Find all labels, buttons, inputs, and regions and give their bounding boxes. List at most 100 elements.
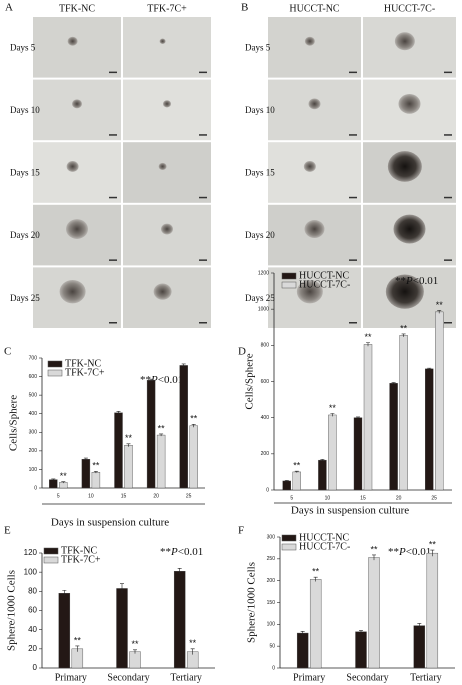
scale-bar bbox=[444, 134, 452, 136]
error-bar bbox=[133, 649, 137, 654]
significance-label: ** bbox=[429, 539, 437, 549]
sphere bbox=[385, 274, 424, 309]
row-label: Days 10 bbox=[10, 105, 40, 115]
sphere bbox=[304, 36, 315, 46]
bar bbox=[389, 383, 398, 491]
x-tick-label: 20 bbox=[153, 493, 159, 499]
bar bbox=[156, 434, 166, 489]
error-bar bbox=[417, 623, 422, 628]
row-label: Days 25 bbox=[245, 293, 275, 303]
micrograph bbox=[33, 142, 121, 203]
y-tick-label: 300 bbox=[29, 430, 38, 436]
significance-label: ** bbox=[189, 638, 197, 648]
y-axis-label: Cells/Sphere bbox=[244, 353, 256, 409]
scale-bar bbox=[199, 196, 207, 199]
column-header: TFK-7C+ bbox=[147, 3, 187, 14]
legend-swatch bbox=[281, 534, 297, 542]
y-tick-label: 60 bbox=[28, 606, 37, 615]
scale-bar bbox=[349, 134, 357, 136]
scale-bar bbox=[444, 322, 452, 324]
scale-bar bbox=[349, 196, 357, 199]
scale-bar bbox=[349, 71, 357, 74]
x-tick-label: Tertiary bbox=[410, 672, 442, 683]
annotation-part: <0.01 bbox=[413, 275, 438, 287]
error-bar bbox=[330, 413, 335, 417]
scale-bar bbox=[109, 259, 117, 261]
legend-swatch bbox=[47, 369, 63, 377]
significance-label: ** bbox=[158, 423, 166, 433]
x-tick-label: Primary bbox=[293, 672, 325, 683]
error-bar bbox=[177, 568, 182, 575]
y-tick-label: 700 bbox=[29, 355, 38, 361]
y-tick-label: 0 bbox=[33, 663, 38, 672]
error-bar bbox=[159, 433, 164, 437]
panel-label: C bbox=[4, 346, 11, 358]
bar bbox=[353, 417, 363, 491]
legend-label: HUCCT-7C- bbox=[299, 279, 350, 290]
x-tick-label: Tertiary bbox=[170, 672, 202, 683]
error-bar bbox=[191, 424, 196, 428]
bar bbox=[355, 631, 367, 669]
annotation-part: ** bbox=[395, 275, 406, 287]
x-tick-label: 5 bbox=[57, 493, 60, 499]
significance-label: ** bbox=[436, 300, 444, 310]
significance-label: ** bbox=[370, 544, 378, 554]
y-tick-label: 120 bbox=[24, 548, 38, 557]
bar bbox=[59, 482, 68, 489]
sphere bbox=[72, 99, 82, 109]
significance-label: ** bbox=[312, 567, 320, 577]
y-tick-label: 250 bbox=[267, 556, 276, 562]
significance-label: ** bbox=[293, 461, 301, 471]
sphere bbox=[398, 93, 421, 114]
significance-label: ** bbox=[74, 635, 82, 645]
legend-swatch bbox=[281, 272, 297, 280]
y-tick-label: 0 bbox=[272, 665, 275, 671]
error-bar bbox=[366, 342, 370, 347]
significance-label: ** bbox=[60, 471, 68, 481]
x-tick-label: Secondary bbox=[107, 672, 149, 683]
row-label: Days 25 bbox=[10, 293, 40, 303]
annotation-part: <0.01 bbox=[158, 374, 183, 386]
x-tick-label: 5 bbox=[290, 495, 293, 501]
scale-bar bbox=[349, 259, 357, 261]
annotation: **P<0.01 bbox=[395, 275, 438, 287]
annotation-part: P bbox=[170, 546, 178, 558]
significance-label: ** bbox=[190, 414, 198, 424]
y-axis-label: Cells/Sphere bbox=[8, 395, 20, 451]
y-tick-label: 200 bbox=[29, 448, 38, 454]
bar bbox=[49, 479, 58, 489]
y-tick-label: 0 bbox=[266, 487, 269, 493]
scale-bar bbox=[109, 322, 117, 324]
bar bbox=[363, 344, 373, 491]
error-bar bbox=[313, 576, 318, 582]
error-bar bbox=[427, 367, 432, 370]
row-label: Days 20 bbox=[10, 230, 40, 240]
bar bbox=[116, 588, 128, 669]
y-tick-label: 600 bbox=[261, 379, 270, 385]
bar bbox=[173, 571, 186, 669]
x-tick-label: 25 bbox=[431, 495, 437, 501]
bar bbox=[435, 311, 444, 491]
annotation-part: ** bbox=[388, 546, 399, 558]
error-bar bbox=[391, 382, 396, 385]
y-tick-label: 1000 bbox=[258, 306, 269, 312]
sphere bbox=[66, 219, 88, 239]
legend-swatch bbox=[43, 556, 59, 564]
bar bbox=[296, 632, 309, 669]
sphere bbox=[153, 283, 172, 300]
micrograph bbox=[268, 79, 361, 141]
significance-label: ** bbox=[329, 403, 337, 413]
bar bbox=[282, 480, 291, 491]
error-bar bbox=[320, 459, 325, 461]
micrograph bbox=[268, 17, 361, 78]
annotation-part: <0.01 bbox=[178, 546, 203, 558]
y-tick-label: 200 bbox=[261, 451, 270, 457]
significance-label: ** bbox=[92, 461, 100, 471]
panel-label: A bbox=[5, 2, 13, 14]
column-header: HUCCT-7C- bbox=[384, 3, 435, 14]
bar bbox=[189, 425, 198, 489]
micrograph bbox=[33, 79, 121, 141]
error-bar bbox=[356, 416, 360, 419]
y-axis-label: Sphere/1000 Cells bbox=[6, 570, 18, 651]
column-header: HUCCT-NC bbox=[289, 3, 340, 14]
